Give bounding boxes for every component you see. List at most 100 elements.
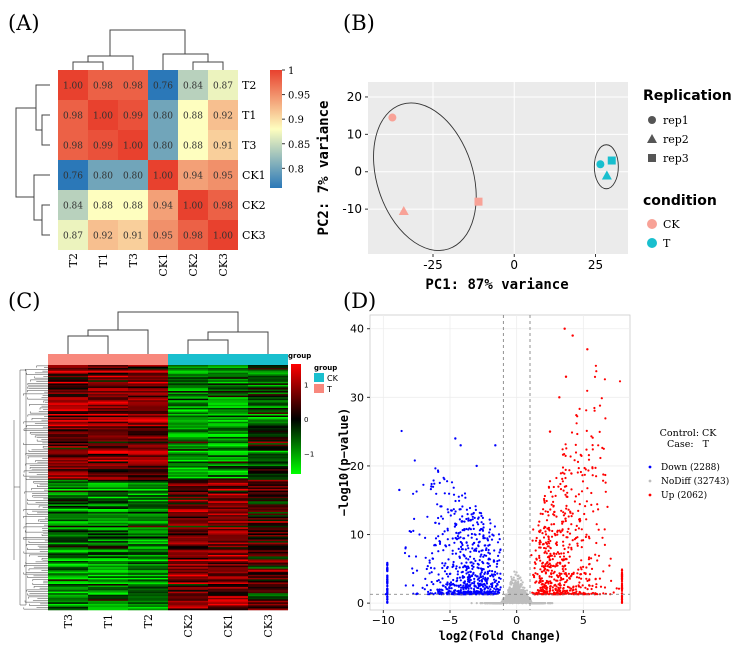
heatmap-cell xyxy=(248,458,288,461)
heatmap-cell xyxy=(48,421,88,424)
down-point xyxy=(493,587,496,590)
heatmap-cell xyxy=(178,130,208,160)
heatmap-cell xyxy=(58,70,88,100)
down-point xyxy=(491,590,495,593)
heatmap-cell xyxy=(168,518,208,520)
heatmap-cell xyxy=(128,583,168,586)
heatmap-cell xyxy=(128,447,168,450)
up-point xyxy=(584,586,587,589)
nodiff-point xyxy=(531,602,534,605)
down-point xyxy=(469,578,472,582)
down-point xyxy=(477,517,480,520)
heatmap-cell xyxy=(128,386,168,389)
up-point xyxy=(538,581,541,584)
down-point xyxy=(437,535,440,538)
nodiff-point xyxy=(547,602,550,605)
legend-nodiff: NoDiff (32743) xyxy=(661,476,729,487)
heatmap-cell xyxy=(248,409,288,412)
cell-value: 0.80 xyxy=(93,172,113,182)
heatmap-cell xyxy=(168,498,208,501)
heatmap-cell xyxy=(48,507,88,510)
heatmap-cell xyxy=(208,452,248,455)
up-point xyxy=(570,488,573,491)
heatmap-cell xyxy=(48,594,88,597)
heatmap-cell xyxy=(168,582,208,585)
heatmap-cell xyxy=(208,403,248,406)
up-point xyxy=(620,598,624,601)
group-bar-ck xyxy=(168,354,288,365)
outlier-point xyxy=(571,334,574,337)
down-point xyxy=(482,537,485,540)
heatmap-cell xyxy=(128,450,168,453)
up-point xyxy=(565,485,568,488)
heatmap-cell xyxy=(128,484,168,487)
heatmap-cell xyxy=(248,608,288,611)
heatmap-cell xyxy=(248,475,288,478)
heatmap-cell xyxy=(208,533,248,536)
heatmap-cell xyxy=(88,542,128,545)
up-point xyxy=(604,481,607,484)
down-point xyxy=(430,571,433,574)
heatmap-cell xyxy=(168,596,208,599)
heatmap-cell xyxy=(248,550,288,553)
nodiff-point xyxy=(512,591,515,594)
heatmap-cell xyxy=(248,602,288,605)
heatmap-cell xyxy=(248,513,288,516)
up-point xyxy=(572,572,575,576)
down-point xyxy=(468,581,471,584)
heatmap-cell xyxy=(48,538,88,540)
heatmap-cell xyxy=(48,577,88,580)
up-point xyxy=(548,562,551,565)
heatmap-cell xyxy=(48,366,88,369)
up-point xyxy=(561,520,564,523)
up-point xyxy=(558,572,561,575)
heatmap-cell xyxy=(168,369,208,372)
down-point xyxy=(462,584,465,587)
heatmap-cell xyxy=(148,160,178,190)
down-point xyxy=(468,584,471,587)
heatmap-cell xyxy=(168,588,208,591)
up-point xyxy=(559,561,562,565)
heatmap-cell xyxy=(88,576,128,579)
column-label: CK2 xyxy=(182,614,195,638)
up-point xyxy=(562,570,565,573)
heatmap-cell xyxy=(208,450,248,453)
up-point xyxy=(606,505,609,508)
up-point xyxy=(559,482,562,486)
heatmap-cell xyxy=(248,449,288,452)
down-point xyxy=(438,542,442,546)
heatmap-cell xyxy=(128,389,168,392)
heatmap-cell xyxy=(48,369,88,372)
heatmap-cell xyxy=(48,571,88,574)
down-point xyxy=(445,583,448,586)
heatmap-cell xyxy=(48,392,88,395)
up-point xyxy=(577,467,580,470)
heatmap-cell xyxy=(168,401,208,404)
heatmap-cell xyxy=(208,541,248,543)
heatmap-cell xyxy=(48,365,88,367)
up-point xyxy=(562,552,565,555)
heatmap-cell xyxy=(128,424,168,427)
heatmap-cell xyxy=(208,557,248,560)
heatmap-cell xyxy=(128,365,168,367)
heatmap-cell xyxy=(248,397,288,399)
heatmap-cell xyxy=(248,583,288,586)
nodiff-point xyxy=(498,602,501,605)
down-point xyxy=(468,506,472,510)
up-point xyxy=(559,472,563,475)
heatmap-cell xyxy=(168,600,208,603)
heatmap-cell xyxy=(248,493,288,496)
heatmap-cell xyxy=(88,582,128,585)
down-point xyxy=(486,577,489,580)
heatmap-cell xyxy=(168,597,208,600)
heatmap-cell xyxy=(208,420,248,422)
heatmap-cell xyxy=(168,557,208,560)
down-point xyxy=(450,481,454,484)
up-point xyxy=(538,556,541,560)
heatmap-cell xyxy=(208,579,248,582)
up-point xyxy=(547,545,550,548)
up-point xyxy=(591,444,594,447)
heatmap-cell xyxy=(208,481,248,484)
heatmap-cell xyxy=(168,455,208,458)
heatmap-cell xyxy=(248,508,288,511)
